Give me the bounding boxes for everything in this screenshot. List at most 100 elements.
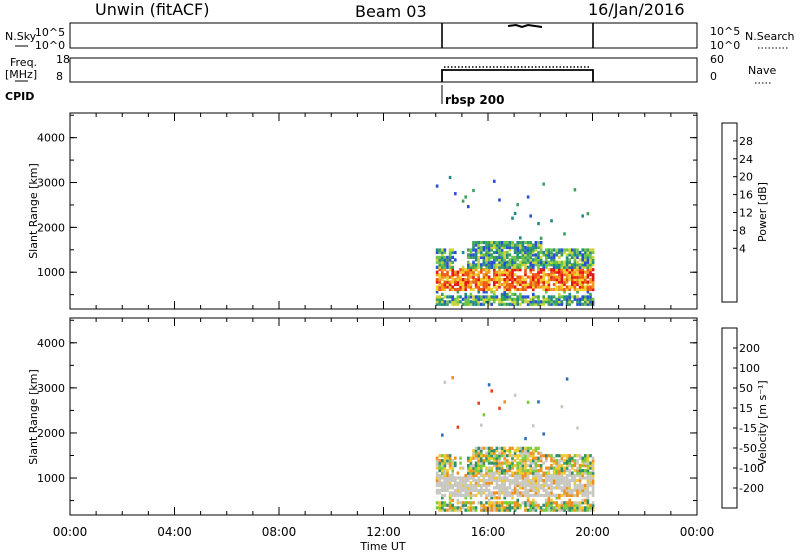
data-cell xyxy=(586,461,590,465)
data-cell xyxy=(451,503,454,507)
data-cell xyxy=(571,491,574,495)
data-cell xyxy=(578,285,582,289)
data-cell xyxy=(498,255,501,259)
data-cell xyxy=(539,473,543,478)
data-cell xyxy=(513,471,517,475)
data-cell xyxy=(506,469,509,473)
data-cell xyxy=(519,503,522,507)
data-cell xyxy=(545,456,548,460)
data-cell xyxy=(448,496,452,500)
data-cell xyxy=(542,282,545,287)
data-cell xyxy=(443,255,447,259)
data-cell xyxy=(435,473,439,478)
data-cell xyxy=(542,488,545,492)
data-cell xyxy=(500,446,504,450)
data-cell xyxy=(508,478,512,483)
data-cell xyxy=(521,446,525,450)
data-cell xyxy=(547,503,551,507)
data-cell xyxy=(550,270,553,274)
data-cell xyxy=(487,297,491,301)
data-cell xyxy=(532,295,535,299)
data-cell xyxy=(493,503,496,507)
data-cell xyxy=(555,248,558,252)
data-cell xyxy=(500,260,504,264)
data-cell xyxy=(552,508,556,512)
data-cell xyxy=(490,469,493,473)
velocity-panel-frame xyxy=(69,317,698,516)
data-cell xyxy=(565,258,569,262)
data-cell xyxy=(581,270,584,274)
data-cell xyxy=(555,503,558,507)
data-cell xyxy=(500,265,504,269)
data-cell xyxy=(519,265,522,269)
data-cell xyxy=(547,471,551,475)
data-cell xyxy=(451,476,454,480)
data-cell xyxy=(576,478,579,483)
data-cell xyxy=(526,265,530,269)
data-cell xyxy=(472,243,475,247)
data-cell xyxy=(485,270,488,274)
data-cell xyxy=(495,481,499,485)
data-cell xyxy=(493,179,496,183)
data-cell xyxy=(438,508,441,512)
data-cell xyxy=(513,501,517,505)
data-cell xyxy=(552,469,556,473)
data-cell xyxy=(537,473,540,478)
data-cell xyxy=(542,182,545,186)
data-cell xyxy=(550,506,553,510)
data-cell xyxy=(576,483,579,488)
data-cell xyxy=(438,297,441,301)
data-cell xyxy=(581,459,584,463)
data-cell xyxy=(487,263,491,267)
data-cell xyxy=(565,488,569,492)
data-cell xyxy=(493,493,496,497)
data-cell xyxy=(511,488,514,492)
data-cell xyxy=(438,506,441,510)
data-cell xyxy=(477,471,480,475)
data-cell xyxy=(467,469,470,473)
data-cell xyxy=(586,290,590,294)
data-cell xyxy=(472,456,475,460)
data-cell xyxy=(508,449,512,453)
data-cell xyxy=(454,476,457,480)
data-cell xyxy=(576,265,579,269)
data-cell xyxy=(480,295,483,299)
data-cell xyxy=(568,456,571,460)
freq-tick-bottom: 8 xyxy=(56,70,63,83)
data-cell xyxy=(464,285,467,289)
data-cell xyxy=(454,461,457,465)
data-cell xyxy=(506,486,509,490)
data-cell xyxy=(448,300,452,304)
data-cell xyxy=(485,469,488,473)
data-cell xyxy=(474,268,478,272)
data-cell xyxy=(467,275,470,279)
data-cell xyxy=(467,278,470,282)
data-cell xyxy=(500,454,504,458)
data-cell xyxy=(586,300,590,304)
data-cell xyxy=(446,508,449,512)
data-cell xyxy=(589,270,592,274)
data-cell xyxy=(464,302,467,306)
data-cell xyxy=(498,464,501,468)
data-cell xyxy=(435,506,439,510)
data-cell xyxy=(513,211,517,216)
data-cell xyxy=(506,476,509,480)
data-cell xyxy=(464,478,467,483)
data-cell xyxy=(461,302,465,306)
data-cell xyxy=(438,491,441,495)
data-cell xyxy=(487,265,491,269)
data-cell xyxy=(482,253,486,257)
data-cell xyxy=(506,268,509,272)
data-cell xyxy=(565,265,569,269)
data-cell xyxy=(526,473,530,478)
data-cell xyxy=(443,461,447,465)
y-tick-label: 4000 xyxy=(37,337,65,350)
data-cell xyxy=(581,456,584,460)
data-cell xyxy=(539,245,543,250)
data-cell xyxy=(516,488,519,492)
data-cell xyxy=(459,481,462,485)
data-cell xyxy=(578,476,582,480)
data-cell xyxy=(503,292,506,296)
data-cell xyxy=(578,297,582,301)
data-cell xyxy=(469,273,473,277)
